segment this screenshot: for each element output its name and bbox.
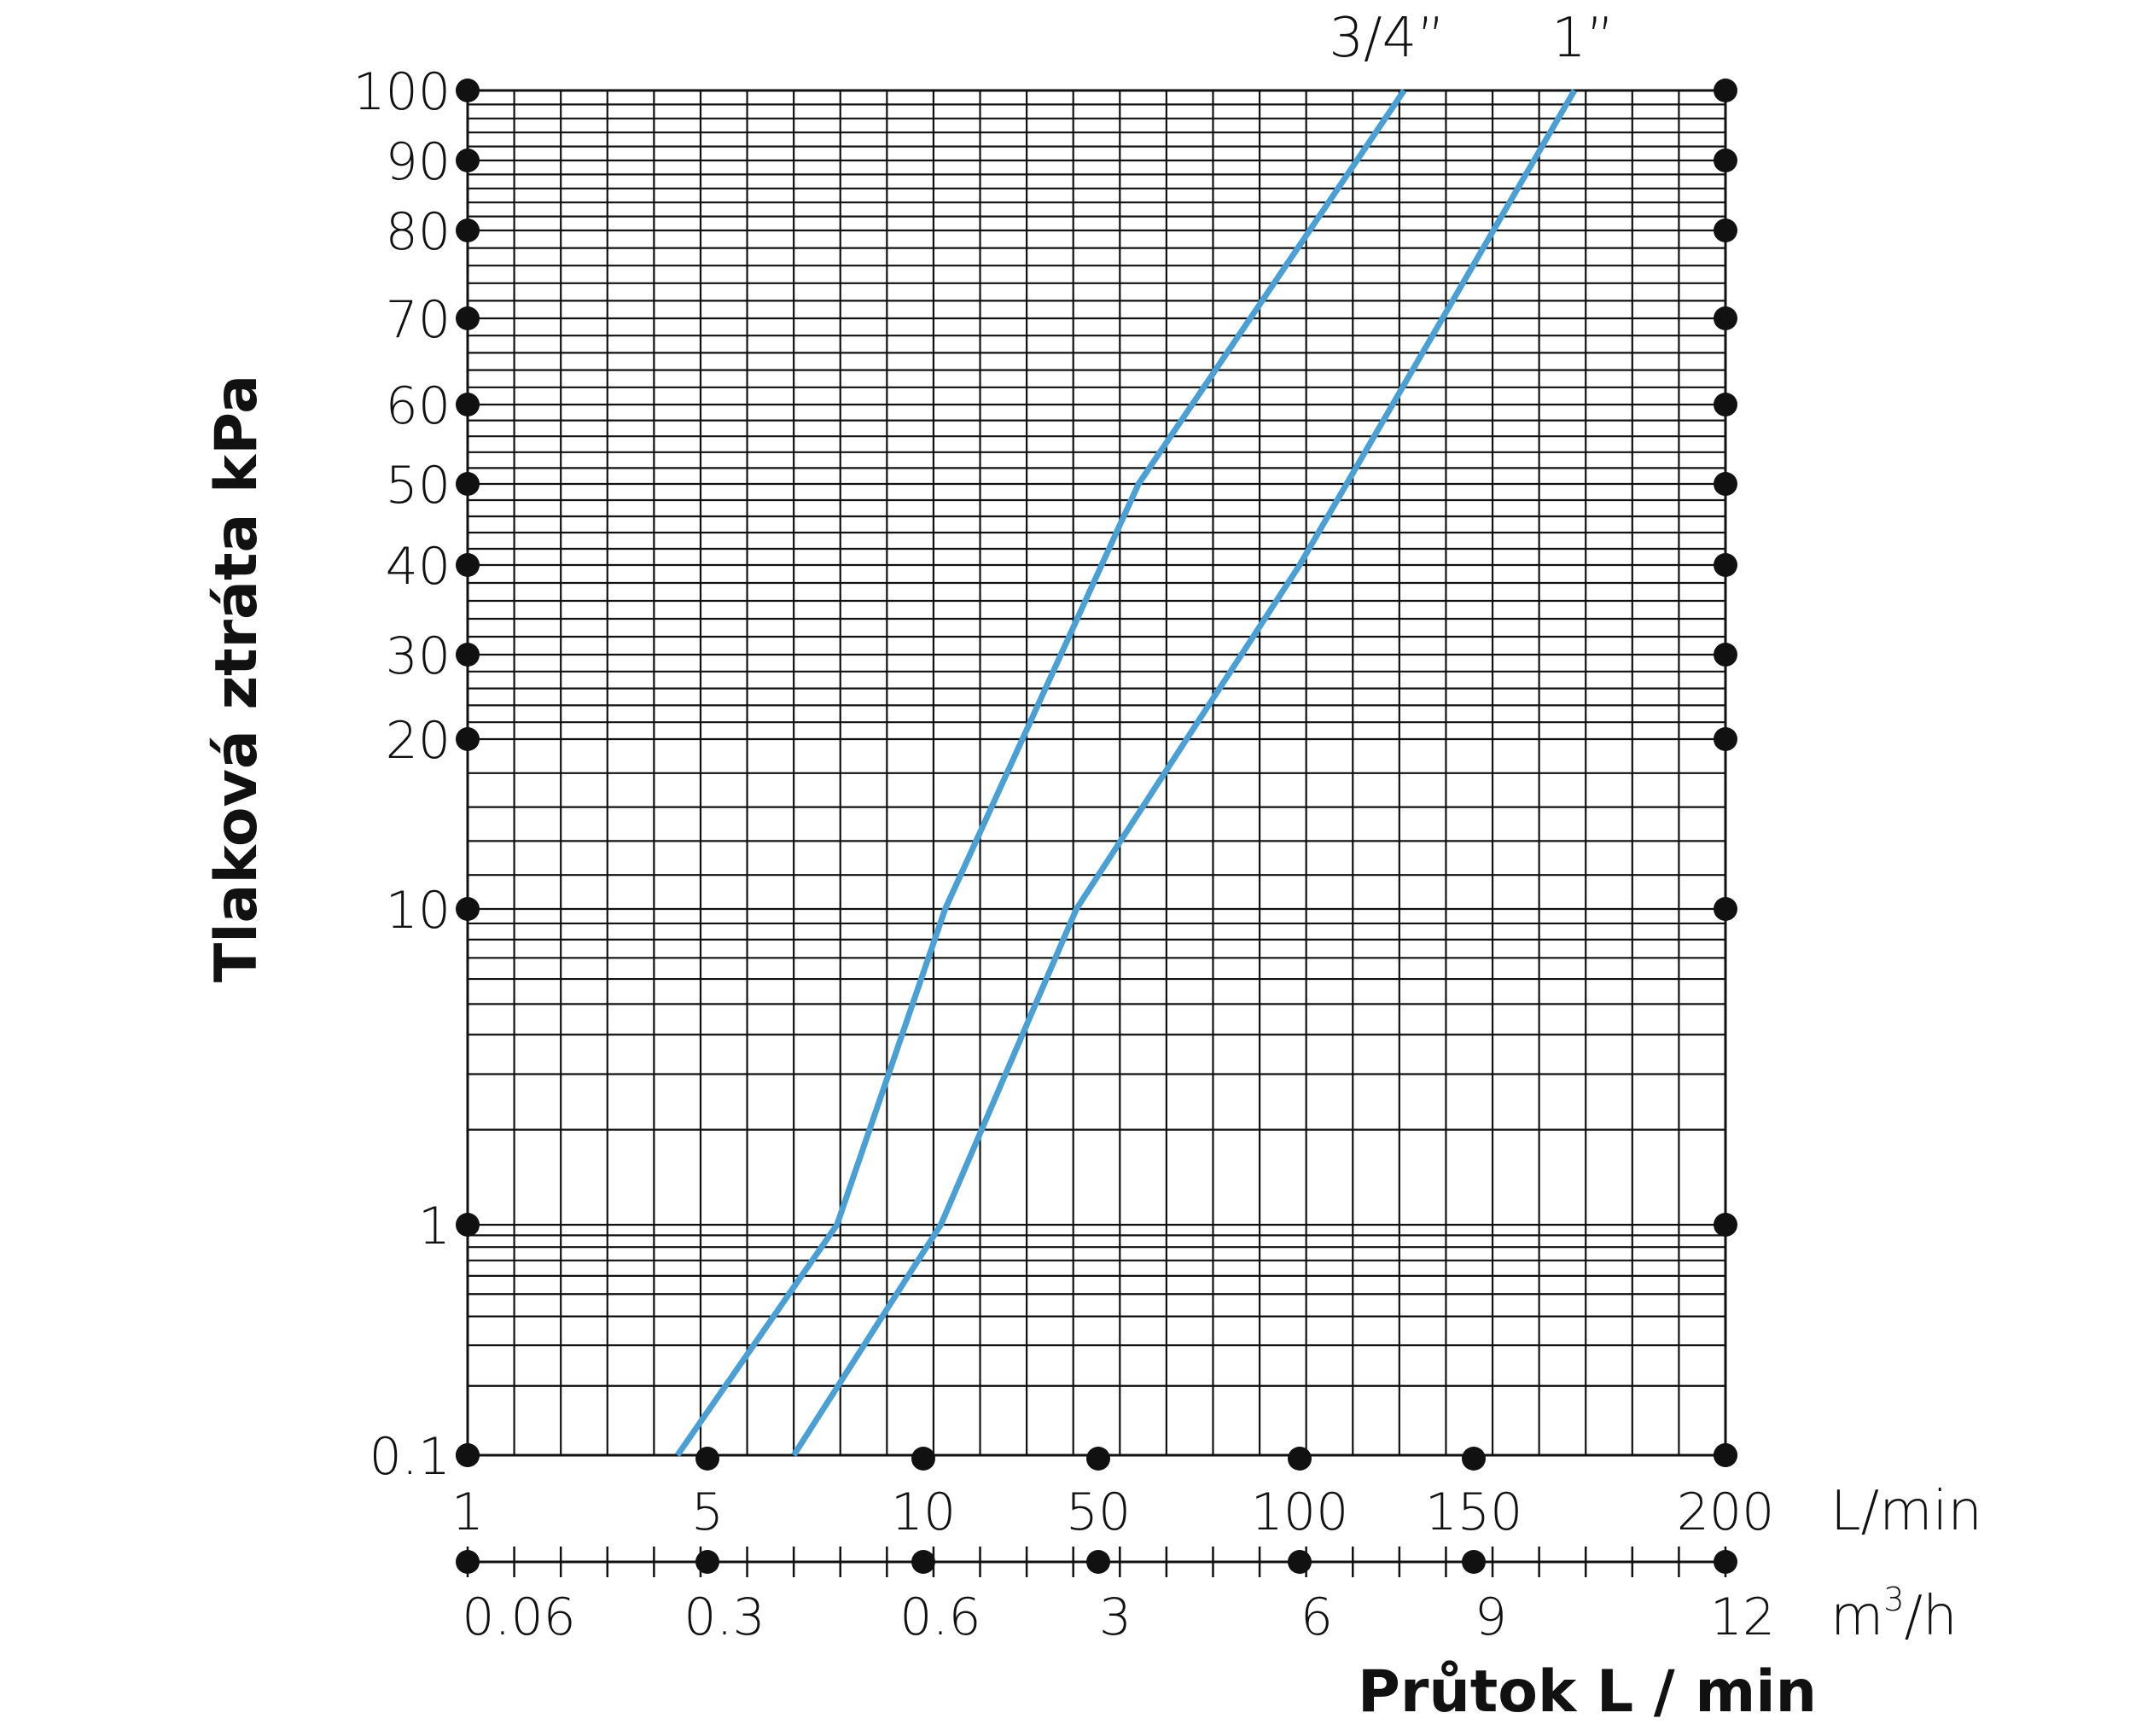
y-tick-dot-right [1714,1213,1737,1237]
y-tick-label: 70 [386,290,451,350]
x-tick-dot [1086,1447,1110,1471]
y-axis-title: Tlaková ztráta kPa [203,375,271,982]
x-tick-label-m3h: 0.6 [899,1587,980,1647]
y-tick-dot-left [456,643,480,667]
x-tick-label-m3h: 0.3 [684,1587,765,1647]
y-tick-dot-left [456,149,480,172]
x-tick-dot [1288,1447,1312,1471]
x-tick-label-lmin: 1 [451,1483,484,1542]
y-tick-label: 0.1 [370,1427,451,1487]
x-unit-m3h-sup: 3 [1883,1581,1904,1618]
series-line-one-inch [791,89,1578,1457]
y-tick-dot-right [1714,472,1737,496]
x-axis2-dot [1086,1550,1110,1574]
y-tick-label: 1 [418,1197,451,1256]
x-tick-dot [1462,1447,1486,1471]
x-unit-m3h: m3/h [1830,1581,1958,1648]
x-tick-dot [1714,1443,1737,1467]
x-axis2-dot [695,1550,719,1574]
y-tick-dot-left [456,218,480,242]
y-tick-dot-right [1714,79,1737,102]
y-tick-dot-right [1714,727,1737,751]
y-tick-dot-right [1714,393,1737,417]
x-tick-dot [695,1447,719,1471]
y-tick-label: 90 [386,132,451,192]
x-tick-dot [456,1443,480,1467]
series-line-three-quarter-inch [675,89,1407,1457]
y-tick-label: 80 [386,202,451,262]
series-lines [675,89,1578,1457]
axes [466,89,1727,1577]
y-tick-dot-right [1714,306,1737,330]
y-tick-label: 100 [352,62,451,122]
x-tick-label-m3h: 6 [1301,1587,1333,1647]
y-tick-dot-left [456,897,480,921]
y-tick-dot-right [1714,218,1737,242]
x-axis2-dot [456,1550,480,1574]
x-axis2-dot [1714,1550,1737,1574]
x-axis2-dot [911,1550,935,1574]
y-tick-dot-right [1714,643,1737,667]
y-tick-label: 40 [386,537,451,597]
y-tick-dot-right [1714,553,1737,577]
x-tick-label-lmin: 50 [1066,1483,1131,1542]
y-tick-dot-right [1714,149,1737,172]
x-tick-label-lmin: 150 [1425,1483,1523,1542]
x-unit-m3h-base: m [1830,1585,1883,1648]
y-tick-dot-left [456,727,480,751]
y-tick-dot-left [456,79,480,102]
tick-labels: 3/4” 1”10090807060504030201010.110.0650.3… [352,7,1775,1647]
grid [466,89,1727,1457]
x-tick-label-lmin: 5 [691,1483,724,1542]
x-unit-m3h-tail: /h [1905,1585,1958,1648]
y-tick-dot-right [1714,897,1737,921]
series-label: 3/4” [1329,7,1445,70]
x-tick-label-m3h: 3 [1099,1587,1132,1647]
x-tick-label-lmin: 200 [1677,1483,1775,1542]
tick-dots [456,79,1737,1574]
y-tick-label: 60 [386,376,451,436]
x-unit-lmin: L/min [1830,1480,1982,1543]
y-tick-label: 50 [386,456,451,516]
x-tick-label-m3h: 9 [1475,1587,1507,1647]
x-tick-label-lmin: 10 [891,1483,956,1542]
x-tick-label-m3h: 0.06 [462,1587,576,1647]
y-tick-dot-left [456,553,480,577]
x-tick-label-m3h: 12 [1710,1587,1775,1647]
x-tick-label-lmin: 100 [1251,1483,1349,1542]
y-tick-dot-left [456,1213,480,1237]
x-tick-dot [911,1447,935,1471]
x-axis-title: Průtok L / min [1358,1658,1817,1726]
series-label: 1” [1551,7,1615,70]
x-axis2-dot [1288,1550,1312,1574]
y-tick-label: 20 [386,711,451,771]
y-tick-label: 30 [386,626,451,686]
x-axis2-dot [1462,1550,1486,1574]
y-tick-dot-left [456,306,480,330]
y-tick-label: 10 [386,881,451,941]
y-tick-dot-left [456,393,480,417]
y-tick-dot-left [456,472,480,496]
